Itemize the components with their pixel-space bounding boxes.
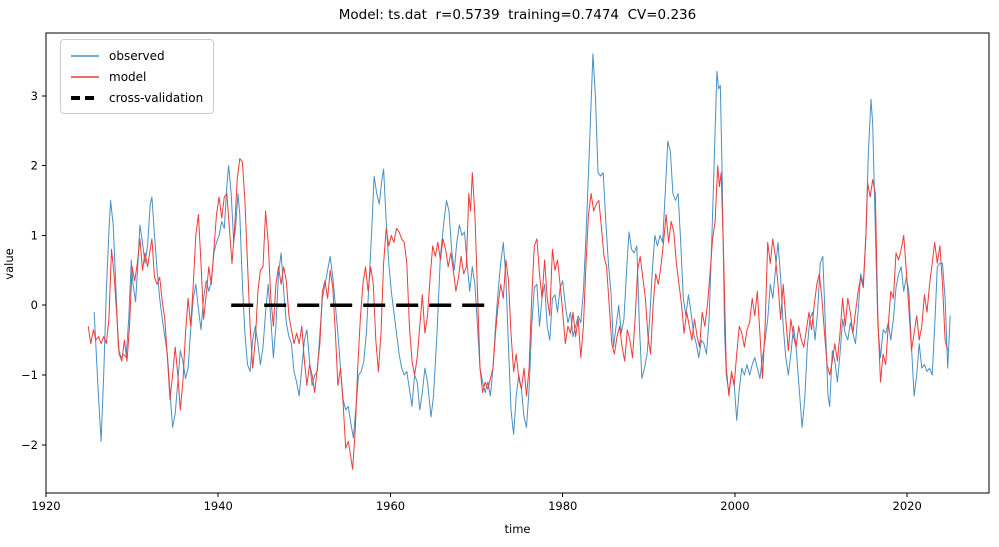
x-tick-label: 1940 [204,499,233,513]
legend-label: observed [109,48,165,63]
series-observed [93,53,951,442]
axes-frame [45,32,990,494]
legend: observed model cross-validation [60,39,215,114]
y-tick-label: 1 [31,228,38,242]
y-tick-label: 0 [31,298,38,312]
chart-title: Model: ts.dat r=0.5739 training=0.7474 C… [338,7,697,23]
y-tick-label: −1 [21,368,38,382]
x-tick-label: 1960 [376,499,405,513]
y-tick-label: 3 [31,89,38,103]
y-tick-label: 2 [31,159,38,173]
legend-label: model [109,69,147,84]
model-line-sample [71,75,99,78]
cross-validation-line-sample [71,95,99,100]
y-axis-label: value [2,248,16,280]
x-tick-label: 1920 [31,499,60,513]
x-tick-label: 2000 [720,499,749,513]
x-tick-label: 1980 [548,499,577,513]
x-tick-label: 2020 [893,499,922,513]
x-axis-label: time [504,522,531,536]
legend-item-cross-validation: cross-validation [70,87,203,108]
legend-label: cross-validation [109,90,204,105]
y-tick-label: −2 [21,438,38,452]
legend-item-model: model [70,66,203,87]
legend-item-observed: observed [70,45,203,66]
observed-line-sample [71,54,99,57]
series-model [87,158,949,470]
